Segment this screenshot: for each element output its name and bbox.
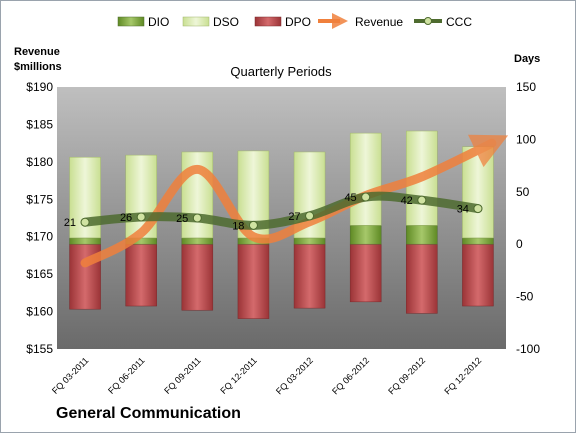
dio-bar [69,237,101,245]
ccc-line [80,191,483,230]
dpo-bar [125,243,157,307]
legend-swatch-dso [182,16,210,27]
dio-bar [406,225,438,245]
dpo-bar [181,243,214,311]
dso-bar [349,132,382,226]
revenue-line [80,134,509,268]
ccc-data-label: 34 [457,204,469,216]
chart-title: Quarterly Periods [230,64,332,79]
ccc-point [305,211,315,221]
x-tick-label: FQ 12-2011 [218,355,259,396]
x-tick-label: FQ 09-2012 [386,355,427,396]
dio-bar [349,225,382,245]
ccc-point [248,220,258,230]
ccc-data-label: 21 [64,217,76,229]
x-tick-label: FQ 09-2011 [162,355,203,396]
right-tick-label: -100 [516,342,540,356]
right-tick-label: 150 [516,80,536,94]
dpo-bar [293,243,326,309]
right-tick-label: 0 [516,237,523,251]
ccc-data-label: 27 [288,211,300,223]
right-tick-label: 100 [516,132,536,146]
x-tick-label: FQ 06-2012 [330,355,371,396]
dpo-bar [462,243,494,307]
dpo-bar [349,243,382,303]
left-axis-ticks: $155 $160 $165 $170 $175 $180 $185 $190 [26,80,53,356]
ccc-points [80,192,483,230]
ccc-data-label: 42 [401,195,413,207]
ccc-data-label: 26 [120,212,132,224]
legend-label-ccc: CCC [446,15,472,29]
legend-label-dso: DSO [213,15,239,29]
left-tick-label: $170 [26,230,53,244]
ccc-point [417,195,427,205]
right-tick-label: 50 [516,185,530,199]
left-tick-label: $165 [26,267,53,281]
ccc-point [473,204,483,214]
left-tick-label: $190 [26,80,53,94]
dio-bar [293,237,326,245]
x-tick-label: FQ 03-2012 [274,355,315,396]
ccc-data-label: 25 [176,213,188,225]
legend-label-dpo: DPO [285,15,311,29]
x-tick-label: FQ 12-2012 [442,355,483,396]
legend-label-revenue: Revenue [355,15,403,29]
legend-swatch-dpo [254,16,282,27]
ccc-data-label: 45 [344,192,356,204]
ccc-point [192,213,202,223]
right-axis-title: Days [514,53,540,65]
right-tick-label: -50 [516,290,534,304]
dio-bar [462,237,494,245]
legend-swatch-dio [117,16,145,27]
left-tick-label: $185 [26,117,53,131]
ccc-point [80,217,90,227]
company-name: General Communication [56,405,241,422]
left-axis-title-line2: $millions [14,61,62,73]
left-axis-title-line1: Revenue [14,46,60,58]
ccc-labels: 21 26 25 18 27 45 42 34 [64,192,469,232]
legend: DIO DSO DPO Revenue CCC [117,13,472,29]
right-axis-ticks: -100 -50 0 50 100 150 [516,80,540,356]
left-tick-label: $175 [26,192,53,206]
legend-label-dio: DIO [148,15,169,29]
ccc-point [361,192,371,202]
x-tick-label: FQ 03-2011 [50,355,91,396]
legend-swatch-ccc-dot [424,17,432,25]
dpo-bar [406,243,438,314]
x-axis-ticks: FQ 03-2011 FQ 06-2011 FQ 09-2011 FQ 12-2011… [50,355,483,396]
dpo-bar [237,243,270,319]
left-tick-label: $155 [26,342,53,356]
x-tick-label: FQ 06-2011 [106,355,147,396]
left-tick-label: $160 [26,305,53,319]
dio-bar [181,237,214,245]
left-tick-label: $180 [26,155,53,169]
ccc-data-label: 18 [232,220,244,232]
ccc-point [136,212,146,222]
